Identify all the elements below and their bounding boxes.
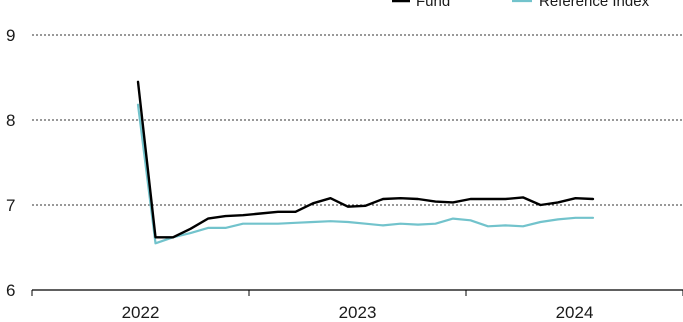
legend-label-fund: Fund (416, 0, 450, 10)
x-tick-label-2024: 2024 (556, 303, 594, 322)
legend: Fund Reference Index (392, 0, 650, 10)
x-tick-label-2023: 2023 (339, 303, 377, 322)
y-tick-label-7: 7 (6, 196, 15, 215)
gridlines (32, 34, 683, 206)
series-lines (136, 80, 595, 245)
legend-label-reference-index: Reference Index (539, 0, 650, 10)
y-tick-label-6: 6 (6, 281, 15, 300)
x-tick-label-2022: 2022 (122, 303, 160, 322)
y-axis-tick-labels: 6 7 8 9 (6, 26, 15, 300)
x-axis: 2022 2023 2024 (31, 289, 683, 322)
y-tick-label-8: 8 (6, 111, 15, 130)
y-tick-label-9: 9 (6, 26, 15, 45)
series-line-fund (136, 80, 595, 239)
series-line-reference-index (136, 103, 595, 245)
